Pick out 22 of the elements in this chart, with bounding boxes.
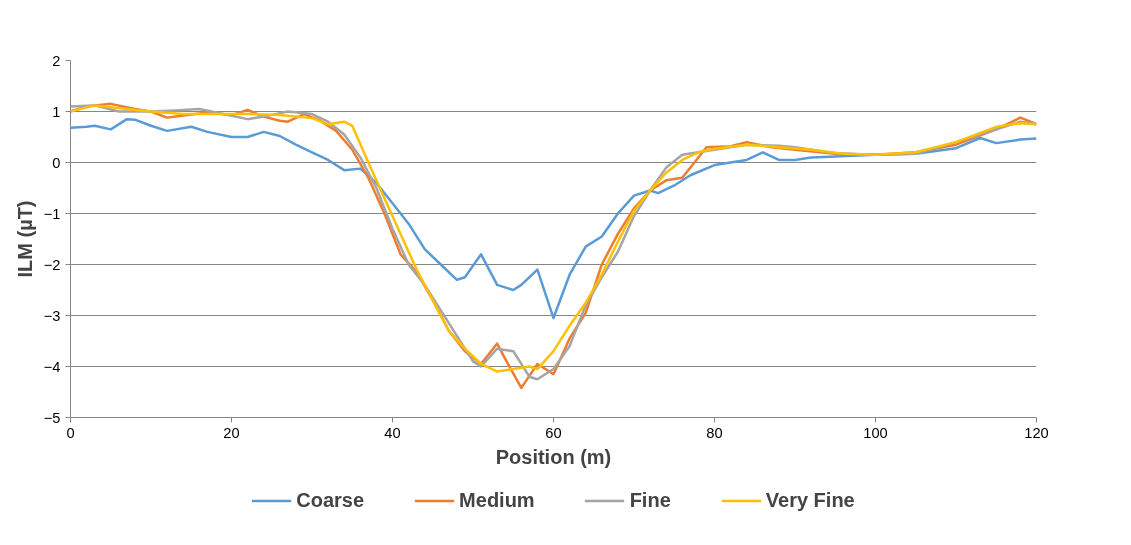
legend-label: Very Fine xyxy=(765,488,855,512)
y-tick-label: −3 xyxy=(43,307,61,324)
legend-label: Medium xyxy=(459,488,535,512)
x-tick-label: 20 xyxy=(223,424,240,441)
y-tick-label: −4 xyxy=(43,358,61,375)
x-tick-label: 100 xyxy=(863,424,888,441)
legend-label: Coarse xyxy=(296,488,365,512)
y-tick-label: 1 xyxy=(52,103,61,120)
x-tick-label: 0 xyxy=(66,424,75,441)
y-tick-label: −2 xyxy=(43,256,61,273)
x-tick-label: 120 xyxy=(1024,424,1049,441)
legend-label: Fine xyxy=(629,488,671,512)
line-series xyxy=(70,117,1037,320)
x-axis-title: Position (m) xyxy=(495,445,612,468)
y-axis-title: ILM (µT) xyxy=(13,200,36,278)
y-tick-label: −1 xyxy=(43,205,61,222)
x-tick-label: 40 xyxy=(384,424,401,441)
x-tick-label: 80 xyxy=(706,424,723,441)
y-tick-label: 0 xyxy=(52,154,61,171)
y-tick-label: 2 xyxy=(52,52,61,69)
x-tick-label: 60 xyxy=(545,424,562,441)
y-tick-label: −5 xyxy=(43,409,61,426)
